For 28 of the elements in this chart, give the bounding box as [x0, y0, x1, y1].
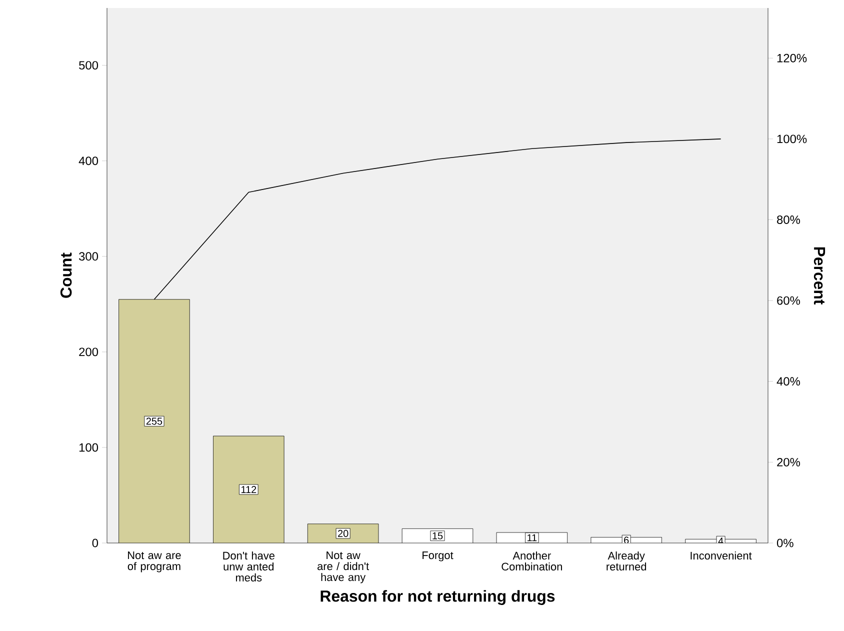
data-label: 112 — [241, 486, 256, 493]
x-tick-label: Another Combination — [502, 552, 562, 571]
x-tick-label: Inconvenient — [690, 552, 752, 560]
x-tick-label: Not aw are / didn't have any — [318, 552, 370, 584]
x-tick-label: Not aw are of program — [128, 552, 181, 572]
y2-axis-title: Percent — [814, 247, 826, 305]
y-tick-label: 300 — [79, 252, 98, 261]
x-tick-label: Already returned — [606, 552, 646, 571]
x-axis-title: Reason for not returning drugs — [320, 590, 555, 605]
y-tick-label: 100 — [79, 443, 98, 452]
y-tick-label: 0 — [92, 538, 98, 548]
y2-tick-label: 80% — [777, 216, 800, 224]
data-label: 11 — [528, 534, 537, 542]
y2-tick-label: 0% — [776, 538, 794, 548]
y-tick-label: 400 — [78, 156, 98, 166]
y2-tick-label: 120% — [777, 54, 807, 62]
data-label: 15 — [432, 532, 443, 540]
y2-tick-label: 40% — [776, 377, 800, 386]
x-tick-label: Forgot — [422, 552, 454, 562]
data-label: 20 — [338, 530, 348, 537]
y2-tick-label: 20% — [777, 458, 800, 466]
y-tick-label: 500 — [79, 61, 98, 70]
y-axis-title: Count — [60, 252, 72, 298]
data-label: 255 — [146, 418, 162, 425]
y2-tick-label: 100% — [777, 134, 807, 144]
x-tick-label: Don't have unw anted meds — [223, 552, 274, 582]
y-tick-label: 200 — [79, 348, 98, 356]
y2-tick-label: 60% — [777, 296, 800, 305]
